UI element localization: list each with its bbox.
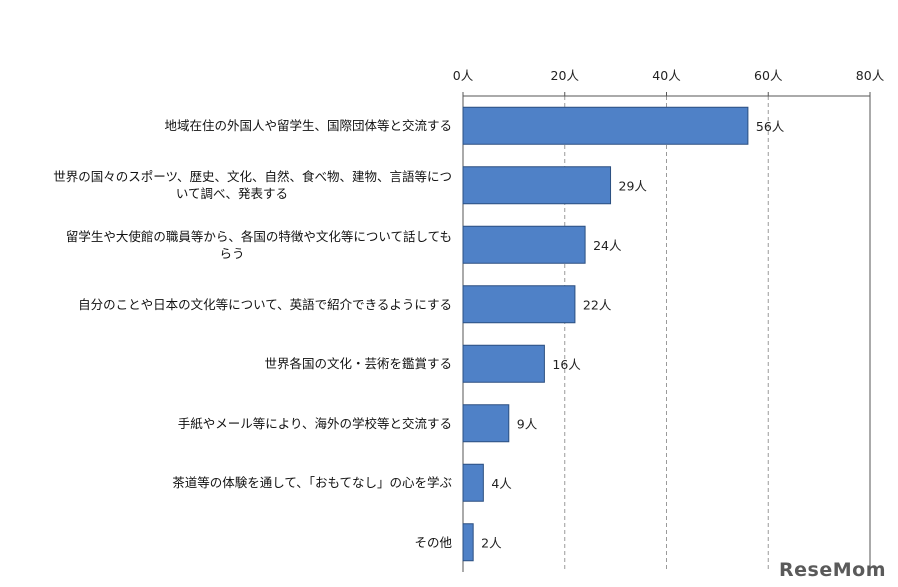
x-tick-label-3: 60人 [754,68,783,83]
category-label-3: 自分のことや日本の文化等について、英語で紹介できるようにする [12,296,452,313]
bar-7 [462,523,474,562]
category-label-line: 手紙やメール等により、海外の学校等と交流する [177,415,452,431]
axes [462,92,871,572]
x-tick-label-1: 20人 [551,68,580,83]
bar-5 [462,404,510,443]
category-label-2: 留学生や大使館の職員等から、各国の特徴や文化等について話しても らう [12,228,452,262]
category-label-line: その他 [414,534,452,550]
category-label-line: らう [219,245,245,261]
bar-6 [462,463,484,502]
category-label-line: 留学生や大使館の職員等から、各国の特徴や文化等について話しても [65,228,452,244]
bar-4 [462,344,545,383]
category-label-line: 自分のことや日本の文化等について、英語で紹介できるようにする [78,296,452,312]
bar-3 [462,285,576,324]
value-label-0: 56人 [756,119,785,134]
bar-1 [462,166,612,205]
value-label-2: 24人 [593,238,622,253]
bar-0 [462,106,749,145]
category-label-line: 世界各国の文化・芸術を鑑賞する [264,356,452,372]
watermark-logo: ReseMom [779,559,886,581]
category-label-line: 地域在住の外国人や留学生、国際団体等と交流する [164,118,452,134]
x-tick-label-0: 0人 [453,68,474,83]
category-label-4: 世界各国の文化・芸術を鑑賞する [12,355,452,372]
category-label-6: 茶道等の体験を通して、「おもてなし」の心を学ぶ [12,474,452,491]
x-tick-labels: 0人 20人 40人 60人 80人 [453,68,885,83]
x-tick-label-2: 40人 [652,68,681,83]
category-label-1: 世界の国々のスポーツ、歴史、文化、自然、食べ物、建物、言語等につ いて調べ、発表す… [12,168,452,202]
value-labels: 56人 29人 24人 22人 16人 9人 4人 2人 [481,119,785,551]
category-label-0: 地域在住の外国人や留学生、国際団体等と交流する [12,117,452,134]
bar-2 [462,225,586,264]
category-label-5: 手紙やメール等により、海外の学校等と交流する [12,415,452,432]
value-label-5: 9人 [517,416,538,431]
category-label-line: いて調べ、発表する [175,186,289,202]
value-label-4: 16人 [552,357,581,372]
category-label-line: 茶道等の体験を通して、「おもてなし」の心を学ぶ [172,475,452,491]
bars [462,106,749,562]
category-label-line: 世界の国々のスポーツ、歴史、文化、自然、食べ物、建物、言語等につ [53,169,452,185]
value-label-7: 2人 [481,535,502,550]
value-label-3: 22人 [583,297,612,312]
value-label-6: 4人 [491,476,512,491]
value-label-1: 29人 [619,178,648,193]
x-tick-label-4: 80人 [856,68,885,83]
category-label-7: その他 [12,534,452,551]
